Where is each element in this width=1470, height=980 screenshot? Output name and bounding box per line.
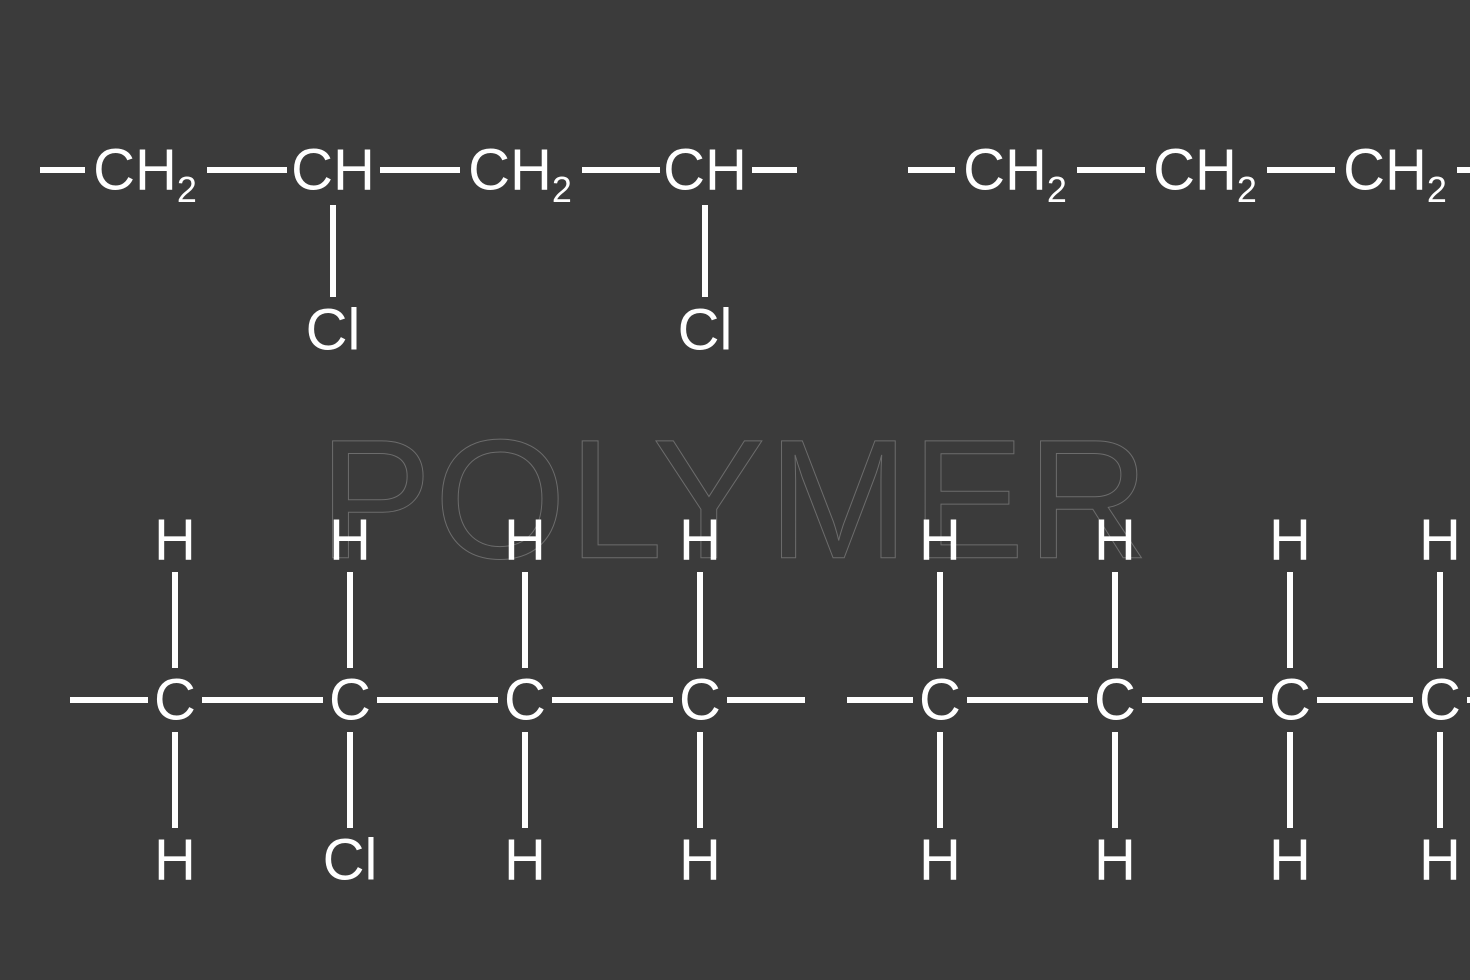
bond-line — [347, 732, 353, 828]
bond-line — [1267, 167, 1335, 173]
atom-label: C — [329, 667, 371, 734]
bond-line — [908, 167, 955, 173]
bond-line — [1437, 572, 1443, 668]
bond-line — [40, 167, 85, 173]
watermark-text: POLYMER — [319, 402, 1152, 598]
bond-line — [582, 167, 660, 173]
bond-line — [380, 167, 460, 173]
atom-label: H — [1269, 827, 1311, 894]
bond-line — [1457, 167, 1470, 173]
atom-label: CH2 — [1343, 137, 1447, 204]
bond-line — [1112, 572, 1118, 668]
bond-line — [330, 205, 336, 297]
atom-label: H — [679, 827, 721, 894]
diagram-canvas: POLYMER CH2CHCH2CHClClCH2CH2CH2CCCCHHHHH… — [0, 0, 1470, 980]
bond-line — [172, 732, 178, 828]
bond-line — [937, 572, 943, 668]
bond-line — [207, 167, 287, 173]
bond-line — [70, 697, 148, 703]
bond-line — [552, 697, 673, 703]
bond-line — [347, 572, 353, 668]
atom-label: C — [679, 667, 721, 734]
atom-label: H — [154, 827, 196, 894]
atom-label: H — [1094, 827, 1136, 894]
atom-label: H — [154, 507, 196, 574]
bond-line — [1287, 572, 1293, 668]
atom-label: H — [679, 507, 721, 574]
atom-label: CH2 — [93, 137, 197, 204]
bond-line — [1077, 167, 1145, 173]
atom-label: CH — [291, 137, 375, 204]
bond-line — [522, 572, 528, 668]
atom-label: C — [154, 667, 196, 734]
bond-line — [752, 167, 797, 173]
bond-line — [172, 572, 178, 668]
bond-line — [1437, 732, 1443, 828]
atom-label: Cl — [306, 297, 361, 364]
atom-label: Cl — [323, 827, 378, 894]
atom-label: H — [1419, 827, 1461, 894]
atom-label: CH2 — [1153, 137, 1257, 204]
bond-line — [697, 732, 703, 828]
bond-line — [727, 697, 805, 703]
atom-label: CH2 — [468, 137, 572, 204]
atom-label: H — [329, 507, 371, 574]
atom-label: H — [919, 827, 961, 894]
bond-line — [202, 697, 323, 703]
bond-line — [937, 732, 943, 828]
bond-line — [377, 697, 498, 703]
atom-label: Cl — [678, 297, 733, 364]
bond-line — [697, 572, 703, 668]
bond-line — [1317, 697, 1413, 703]
atom-label: C — [1269, 667, 1311, 734]
bond-line — [1287, 732, 1293, 828]
atom-label: C — [1419, 667, 1461, 734]
atom-label: C — [504, 667, 546, 734]
atom-label: H — [1419, 507, 1461, 574]
bond-line — [702, 205, 708, 297]
atom-label: C — [919, 667, 961, 734]
atom-label: H — [504, 827, 546, 894]
atom-label: H — [1094, 507, 1136, 574]
atom-label: H — [504, 507, 546, 574]
bond-line — [522, 732, 528, 828]
bond-line — [847, 697, 913, 703]
bond-line — [1112, 732, 1118, 828]
atom-label: H — [1269, 507, 1311, 574]
atom-label: CH — [663, 137, 747, 204]
bond-line — [1142, 697, 1263, 703]
atom-label: H — [919, 507, 961, 574]
atom-label: CH2 — [963, 137, 1067, 204]
bond-line — [967, 697, 1088, 703]
atom-label: C — [1094, 667, 1136, 734]
